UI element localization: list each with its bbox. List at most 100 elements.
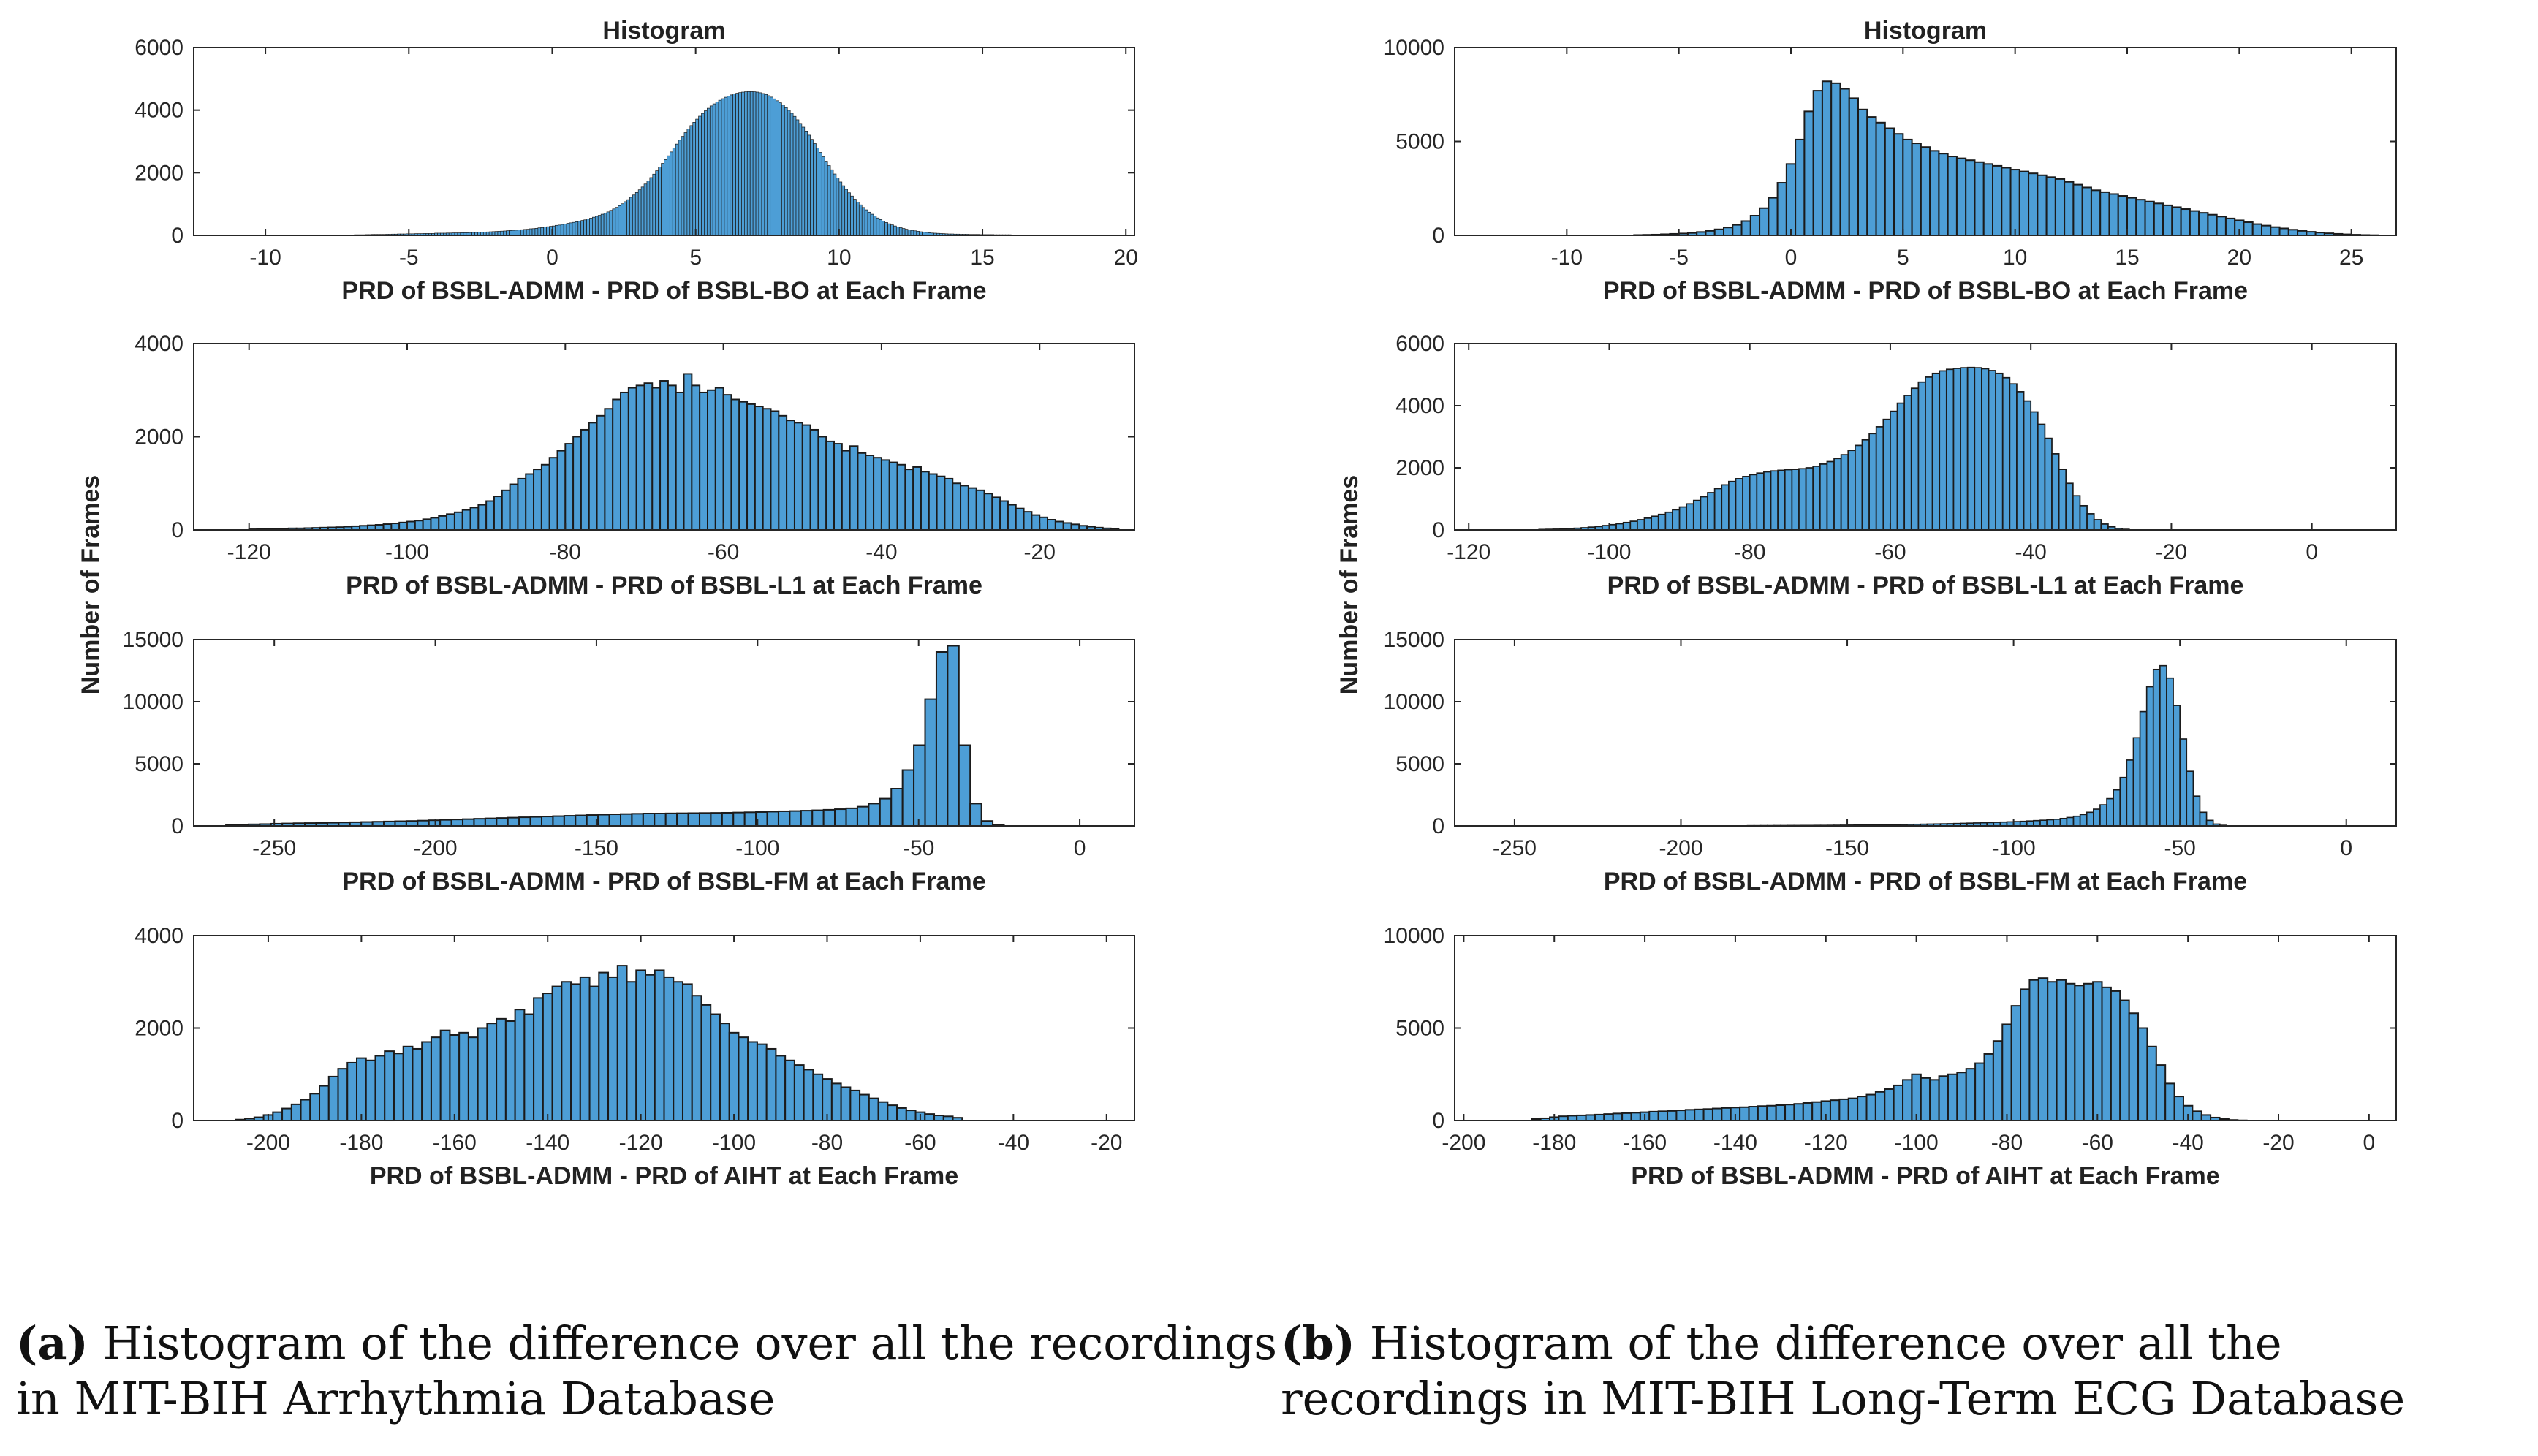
histogram-bar (612, 398, 621, 531)
histogram-bar (405, 820, 419, 827)
x-tick-label: -80 (1734, 540, 1765, 564)
histogram-bar (2278, 227, 2289, 236)
histogram-bar (913, 744, 926, 827)
histogram-bar (1749, 215, 1761, 237)
histogram-bar (746, 403, 756, 531)
histogram-bar (634, 192, 639, 236)
histogram-bar (1785, 163, 1797, 236)
histogram-bar (870, 213, 874, 236)
y-tick-label: 0 (171, 1109, 183, 1133)
histogram-bar (882, 221, 885, 236)
histogram-bar (1868, 433, 1877, 531)
histogram-bar (800, 810, 814, 827)
histogram-bar (417, 819, 430, 827)
histogram-bar (1070, 523, 1080, 531)
x-tick-label: -10 (1551, 246, 1583, 270)
histogram-bar (752, 91, 757, 236)
caption-a-label: (a) (16, 1316, 88, 1370)
histogram-bar (1667, 1110, 1678, 1121)
y-axis-label-a: Number of Frames (77, 475, 105, 694)
histogram-bar (1917, 381, 1926, 531)
y-tick-label: 6000 (135, 36, 183, 60)
histogram-bar (2192, 795, 2201, 827)
y-tick-label: 6000 (1395, 332, 1444, 356)
histogram-bar (1759, 207, 1770, 236)
histogram-bar (588, 422, 598, 531)
x-tick-label: -180 (1532, 1131, 1576, 1155)
histogram-bar (504, 1020, 516, 1122)
histogram-bar (864, 209, 868, 236)
histogram-bar (374, 524, 385, 531)
histogram-bar (867, 211, 871, 236)
histogram-bar (621, 203, 624, 236)
x-tick-label: -20 (1024, 540, 1056, 564)
histogram-bar (1672, 509, 1681, 531)
histogram-bar (2064, 982, 2076, 1122)
histogram-bar (2166, 677, 2174, 827)
y-tick-label: 4000 (135, 99, 183, 123)
x-tick-label: -20 (2156, 540, 2187, 564)
histogram-bar (847, 192, 851, 236)
histogram-bar (2074, 985, 2085, 1122)
histogram-bar (1875, 121, 1886, 236)
histogram-bar (2001, 167, 2012, 236)
histogram-bar (2086, 811, 2094, 827)
y-tick-label: 0 (1432, 518, 1444, 542)
histogram-bar (701, 113, 705, 236)
histogram-bar (718, 99, 722, 236)
histogram-bar (450, 819, 464, 827)
histogram-b-3: -250 -200 -150 -100 -50 0 0 5000 10000 15000 PRD o… (1384, 628, 2397, 895)
histogram-bar (2200, 1114, 2212, 1122)
histogram-bar (406, 520, 416, 531)
histogram-bar (743, 811, 757, 827)
histogram-bar (827, 165, 831, 236)
histogram-bar (2135, 199, 2146, 237)
histogram-bar (858, 204, 863, 236)
histogram-bar (933, 1115, 944, 1122)
histogram-bar (2072, 183, 2083, 236)
histogram-bar (643, 183, 648, 236)
histogram-bar (2066, 816, 2075, 827)
x-tick-label: -250 (1493, 836, 1537, 860)
histogram-bar (2155, 1064, 2167, 1121)
histogram-bar (2079, 504, 2088, 531)
histogram-bar (635, 384, 645, 531)
histogram-bar (473, 818, 486, 827)
histogram-bar (583, 219, 587, 236)
histogram-a-1: -10 -5 0 5 10 15 20 0 2000 4000 6000 PRD of BSBL-AD… (135, 17, 1138, 305)
histogram-bar (1742, 476, 1751, 531)
histogram-bar (412, 1047, 423, 1121)
histogram-bar (1960, 367, 1969, 531)
histogram-bar (1700, 496, 1708, 531)
histogram-bar (762, 408, 772, 531)
histogram-bar (1651, 515, 1659, 531)
histogram-bar (594, 216, 599, 236)
histogram-bar (1865, 1093, 1876, 1121)
x-tick-label: -100 (1895, 1131, 1939, 1155)
histogram-bar (534, 228, 539, 236)
x-tick-label: -10 (249, 246, 281, 270)
histogram-bar (2026, 820, 2034, 827)
histogram-bar (477, 504, 488, 531)
histogram-bar (692, 122, 697, 236)
histogram-bar (281, 1107, 292, 1122)
histogram-bar (747, 1041, 758, 1121)
histogram-bar (770, 96, 773, 236)
histogram-bar (991, 496, 1001, 531)
histogram-bar (803, 1069, 814, 1122)
histogram-bar (721, 811, 735, 827)
histogram-bar (1630, 1112, 1641, 1121)
histogram-bar (792, 115, 797, 236)
histogram-bar (1875, 426, 1884, 531)
x-tick-label: -40 (2015, 540, 2046, 564)
histogram-bar (640, 186, 645, 236)
histogram-bar (612, 208, 616, 236)
caption-b-label: (b) (1281, 1316, 1356, 1370)
histogram-bar (461, 509, 471, 531)
histogram-bar (589, 218, 593, 236)
histogram-bar (438, 515, 448, 531)
x-axis-label: PRD of BSBL-ADMM - PRD of BSBL-FM at Eac… (342, 868, 985, 895)
histogram-bar (952, 482, 962, 531)
histogram-bar (2046, 819, 2055, 827)
histogram-b-1: -10 -5 0 5 10 15 20 25 0 5000 10000 PRD of BSBL-ADM… (1384, 17, 2397, 305)
